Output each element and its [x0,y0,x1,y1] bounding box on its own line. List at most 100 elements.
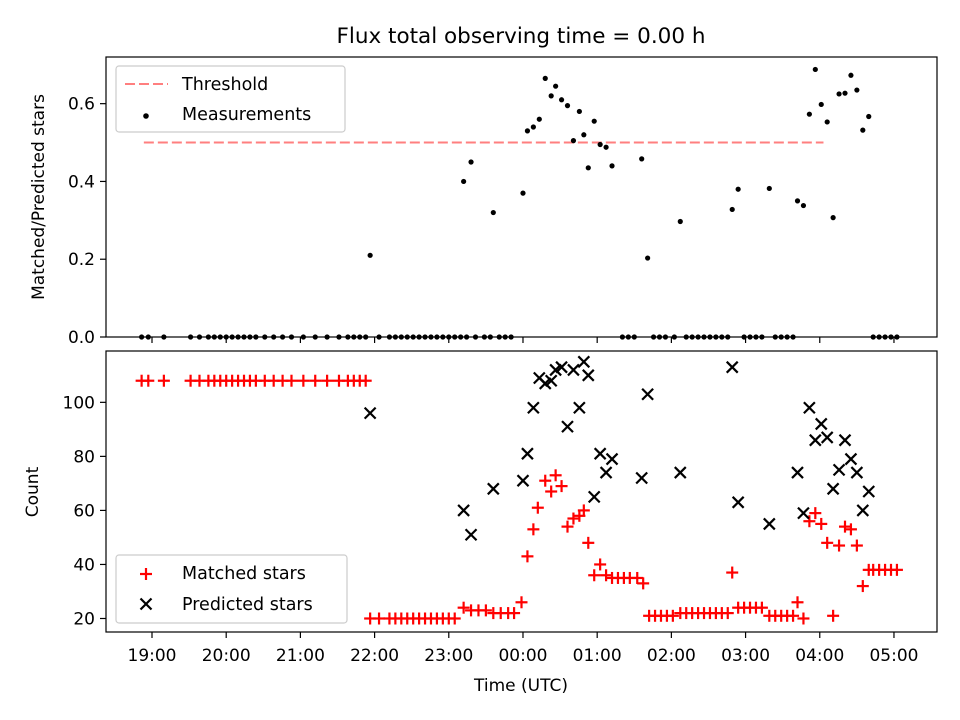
measurement-point [735,186,741,192]
predicted-star-point [561,420,574,433]
legend-predicted-label: Predicted stars [182,595,313,615]
bottom-legend-box [115,554,348,624]
matched-star-point [549,469,562,482]
measurement-point [766,185,772,192]
measurement-point [645,255,651,261]
chart-title: Flux total observing time = 0.00 h [337,24,706,49]
matched-star-point [631,571,644,584]
predicted-star-point [731,496,745,509]
measurement-point [542,75,548,81]
measurement-point [806,111,812,117]
matched-star-point [157,374,170,387]
predicted-star-point [527,401,540,415]
legend-predicted-swatch [139,597,153,611]
predicted-star-point [587,490,601,504]
measurement-point [367,252,373,258]
top-y-tick-label: 0.0 [68,328,95,348]
matched-star-point [755,601,768,614]
predicted-star-point [820,431,834,444]
matched-star-point [555,480,568,493]
matched-star-point [479,604,492,617]
predicted-star-point [516,474,530,487]
measurement-point [591,118,597,124]
x-tick-label: 02:00 [647,646,696,666]
legend-measurements-label: Measurements [182,105,311,125]
matched-star-point [321,374,334,387]
matched-star-point [600,569,613,582]
measurement-point [609,163,615,169]
x-tick-label: 00:00 [498,646,547,666]
measurement-point [468,159,474,165]
predicted-star-point [850,466,864,479]
predicted-star-point [814,417,828,431]
x-tick-label: 03:00 [721,646,770,666]
predicted-star-point [363,406,377,420]
measurement-point [524,128,531,134]
predicted-star-point [599,466,613,479]
matched-star-point [567,512,580,525]
matched-star-point [588,569,601,582]
matched-star-point [297,374,310,387]
predicted-stars-series [363,355,876,542]
measurement-point [576,108,582,115]
predicted-star-point [641,387,654,401]
measurement-point [860,127,866,133]
matched-star-point [838,520,851,533]
bottom-y-axis-label: Count [23,466,43,517]
measurement-point [866,113,872,120]
matched-star-point [815,517,828,530]
matched-star-point [797,612,810,625]
x-tick-label: 22:00 [350,646,399,666]
predicted-star-point [573,401,586,415]
legend-predicted-marker [139,597,153,611]
measurement-point [603,144,609,150]
legend-matched-label: Matched stars [182,564,306,584]
matched-star-point [856,580,869,593]
x-tick-label: 23:00 [424,646,473,666]
top-legend: Threshold Measurements [115,65,346,133]
predicted-star-point [856,504,870,517]
measurement-point [536,116,542,122]
top-legend-box [115,65,346,133]
predicted-star-point [581,369,595,382]
bottom-plot-frame [105,350,938,633]
predicted-star-point [844,452,858,466]
matched-star-point [827,609,840,622]
matched-star-point [726,566,739,579]
legend-threshold-label: Threshold [181,75,268,95]
predicted-star-point [674,466,687,479]
measurement-point [824,119,830,125]
top-y-tick-label: 0.2 [68,250,95,270]
predicted-star-point [803,401,816,415]
measurement-point [570,138,577,144]
predicted-star-point [635,471,648,485]
matched-star-point [285,374,298,387]
top-x-ticks [151,337,895,343]
matched-star-point [721,607,734,620]
measurement-point [818,101,824,108]
legend-matched-marker [140,568,152,580]
matched-star-point [791,596,804,609]
x-tick-label: 20:00 [202,646,251,666]
bottom-panel: 20 40 60 80 100 19:00 20:00 21:00 22:00 23:00 00:… [23,350,938,696]
matched-stars-series [135,374,903,625]
matched-star-point [844,523,857,536]
top-y-tick-label: 0.6 [68,95,95,115]
matched-star-point [890,563,903,576]
matched-star-point [803,515,816,528]
matched-star-point [833,539,846,552]
measurement-point [530,124,536,130]
predicted-star-point [487,482,500,496]
bottom-y-tick-label: 20 [73,609,95,629]
matched-star-point [577,504,590,517]
measurement-point [564,103,571,109]
measurement-point [677,218,683,225]
x-tick-label: 05:00 [869,646,918,666]
matched-star-point [787,609,800,622]
predicted-star-point [862,485,876,498]
matched-star-point [521,550,534,563]
matched-star-point [637,577,650,590]
matched-star-point [545,485,558,498]
measurement-point [836,91,842,97]
